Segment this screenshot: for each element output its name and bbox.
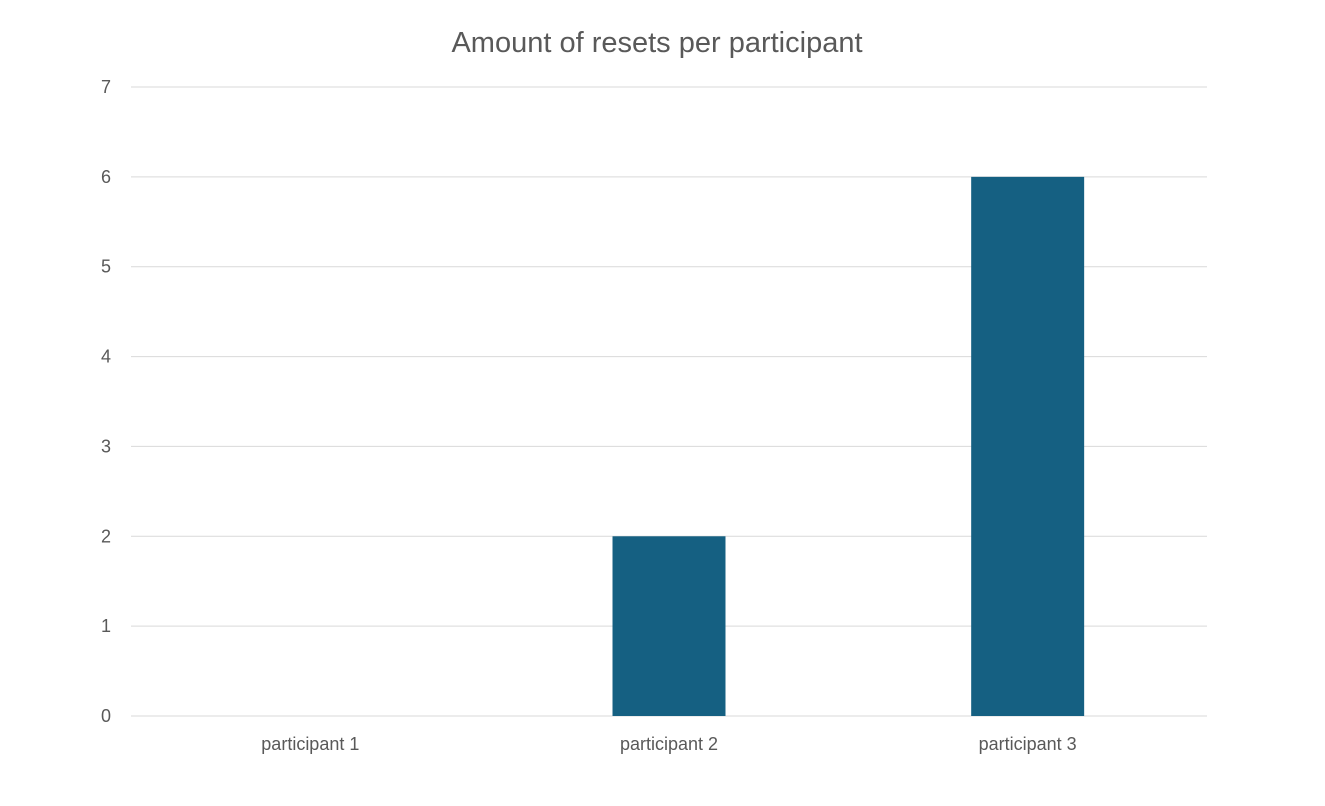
y-tick-label: 1 xyxy=(101,616,111,636)
y-tick-label: 6 xyxy=(101,167,111,187)
y-tick-label: 3 xyxy=(101,436,111,456)
x-axis-tick-labels: participant 1 participant 2 participant 3 xyxy=(261,734,1076,754)
x-tick-label: participant 3 xyxy=(979,734,1077,754)
y-tick-label: 4 xyxy=(101,347,111,367)
x-tick-label: participant 1 xyxy=(261,734,359,754)
bar-participant-2 xyxy=(612,536,726,716)
bars xyxy=(612,176,1085,716)
y-tick-label: 5 xyxy=(101,257,111,277)
y-axis-tick-labels: 0 1 2 3 4 5 6 7 xyxy=(101,77,111,726)
y-tick-label: 2 xyxy=(101,526,111,546)
chart-title: Amount of resets per participant xyxy=(451,27,862,59)
y-tick-label: 0 xyxy=(101,706,111,726)
x-tick-label: participant 2 xyxy=(620,734,718,754)
bar-participant-3 xyxy=(971,176,1085,716)
y-tick-label: 7 xyxy=(101,77,111,97)
